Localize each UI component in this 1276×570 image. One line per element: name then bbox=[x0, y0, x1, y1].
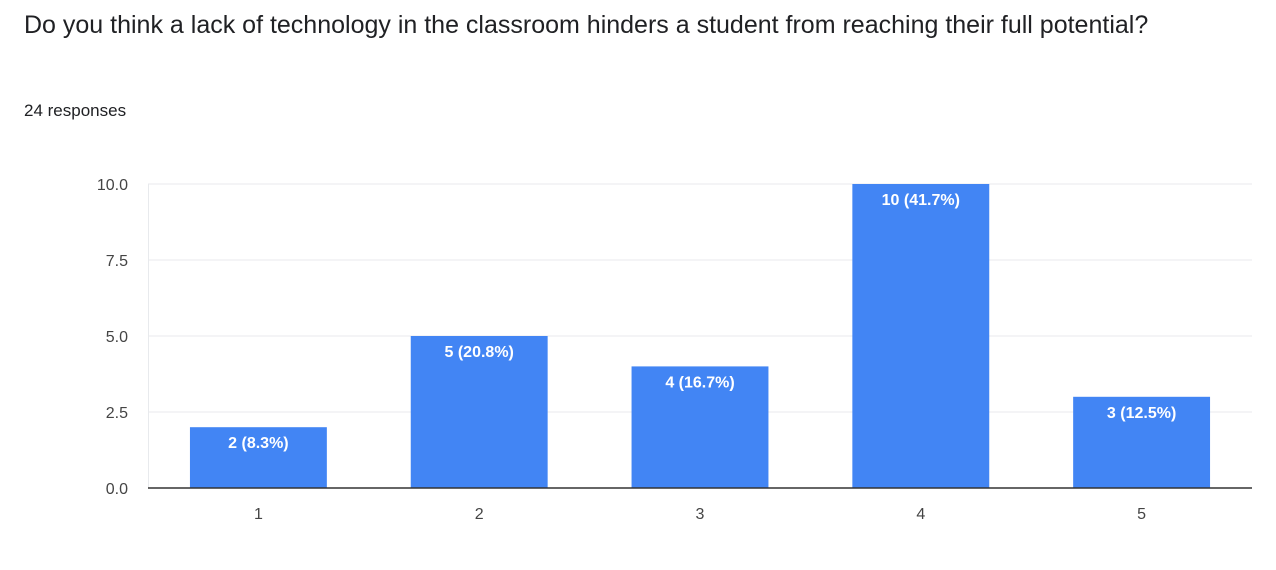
y-tick-label: 10.0 bbox=[97, 177, 128, 194]
y-tick-label: 0.0 bbox=[106, 481, 128, 498]
x-tick-label: 5 bbox=[1137, 506, 1146, 523]
bar bbox=[852, 184, 990, 488]
bar-data-label: 2 (8.3%) bbox=[228, 435, 288, 452]
axes: 0.0 2.5 5.0 7.5 10.0 1 2 3 4 5 bbox=[97, 177, 1252, 523]
x-tick-label: 2 bbox=[475, 506, 484, 523]
bars: 2 (8.3%) 5 (20.8%) 4 (16.7%) 10 (41.7%) 3 (1… bbox=[189, 184, 1211, 488]
bar bbox=[631, 366, 769, 488]
x-tick-label: 4 bbox=[916, 506, 925, 523]
bar bbox=[1073, 396, 1211, 488]
bar-data-label: 4 (16.7%) bbox=[665, 374, 734, 391]
bar bbox=[410, 336, 548, 488]
y-tick-label: 5.0 bbox=[106, 329, 128, 346]
bar-data-label: 3 (12.5%) bbox=[1107, 405, 1176, 422]
response-count: 24 responses bbox=[24, 101, 127, 120]
y-tick-label: 7.5 bbox=[106, 253, 128, 270]
question-title: Do you think a lack of technology in the… bbox=[24, 11, 1149, 39]
x-tick-label: 1 bbox=[254, 506, 263, 523]
bar-data-label: 10 (41.7%) bbox=[882, 192, 960, 209]
bar bbox=[189, 427, 327, 488]
x-tick-label: 3 bbox=[696, 506, 705, 523]
y-tick-label: 2.5 bbox=[106, 405, 128, 422]
bar-data-label: 5 (20.8%) bbox=[445, 344, 514, 361]
